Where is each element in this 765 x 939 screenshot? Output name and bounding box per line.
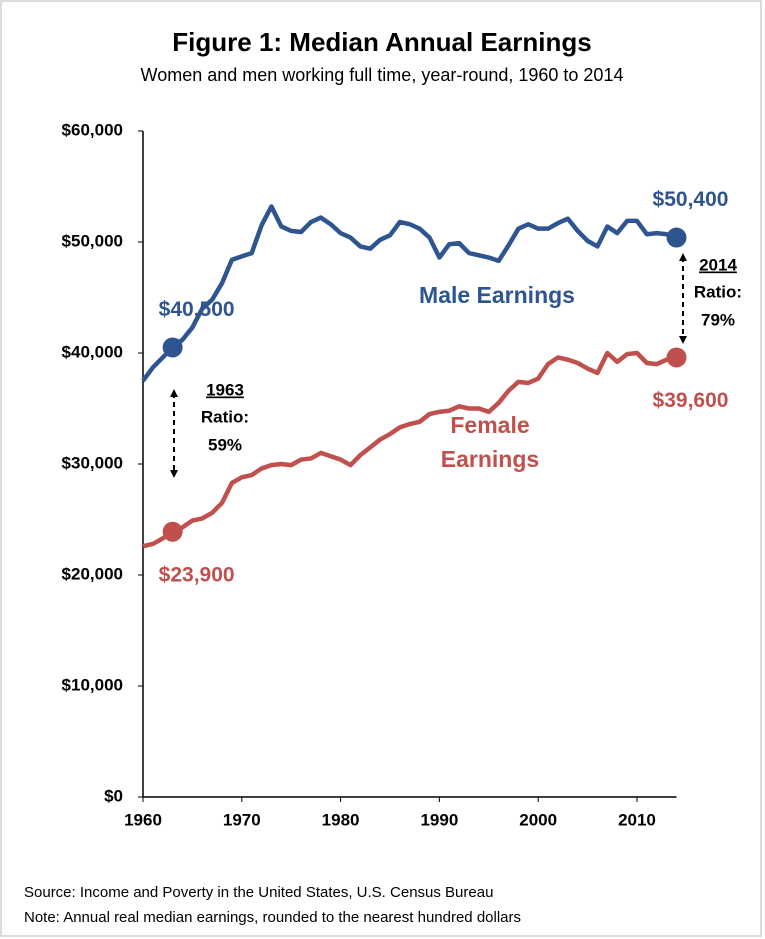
data-label: $50,400 [653,188,729,211]
data-label: $23,900 [159,563,235,586]
highlight-point [666,227,687,248]
ratio-value: 59% [208,435,242,454]
x-tick-label: 1980 [322,810,360,829]
series-line [141,204,678,383]
highlight-point [666,347,687,368]
y-tick-label: $20,000 [62,564,123,583]
series-line [142,350,677,549]
chart-title: Figure 1: Median Annual Earnings [172,27,591,57]
x-tick-label: 1960 [124,810,162,829]
x-tick-label: 1970 [223,810,261,829]
data-label: $40,500 [159,298,235,321]
y-tick-label: $60,000 [62,120,123,139]
series-label: Female Earnings [440,412,540,472]
highlight-point [162,521,183,542]
ratio-year: 1963 [206,380,244,399]
y-tick-label: $30,000 [62,453,123,472]
series-label: Male Earnings [419,282,575,308]
ratio-label: Ratio: [201,407,249,426]
x-tick-label: 1990 [420,810,458,829]
highlight-point [162,337,183,358]
y-tick-label: $10,000 [62,675,123,694]
y-tick-label: $40,000 [62,342,123,361]
chart-subtitle: Women and men working full time, year-ro… [141,65,624,85]
note: Note: Annual real median earnings, round… [24,909,521,926]
x-tick-label: 2010 [618,810,656,829]
data-label: $39,600 [653,389,729,412]
ratio-value: 79% [701,310,735,329]
y-tick-label: $50,000 [62,231,123,250]
source-note: Source: Income and Poverty in the United… [24,884,493,901]
ratio-year: 2014 [699,255,737,274]
y-tick-label: $0 [104,786,123,805]
ratio-label: Ratio: [694,282,742,301]
x-tick-label: 2000 [519,810,557,829]
